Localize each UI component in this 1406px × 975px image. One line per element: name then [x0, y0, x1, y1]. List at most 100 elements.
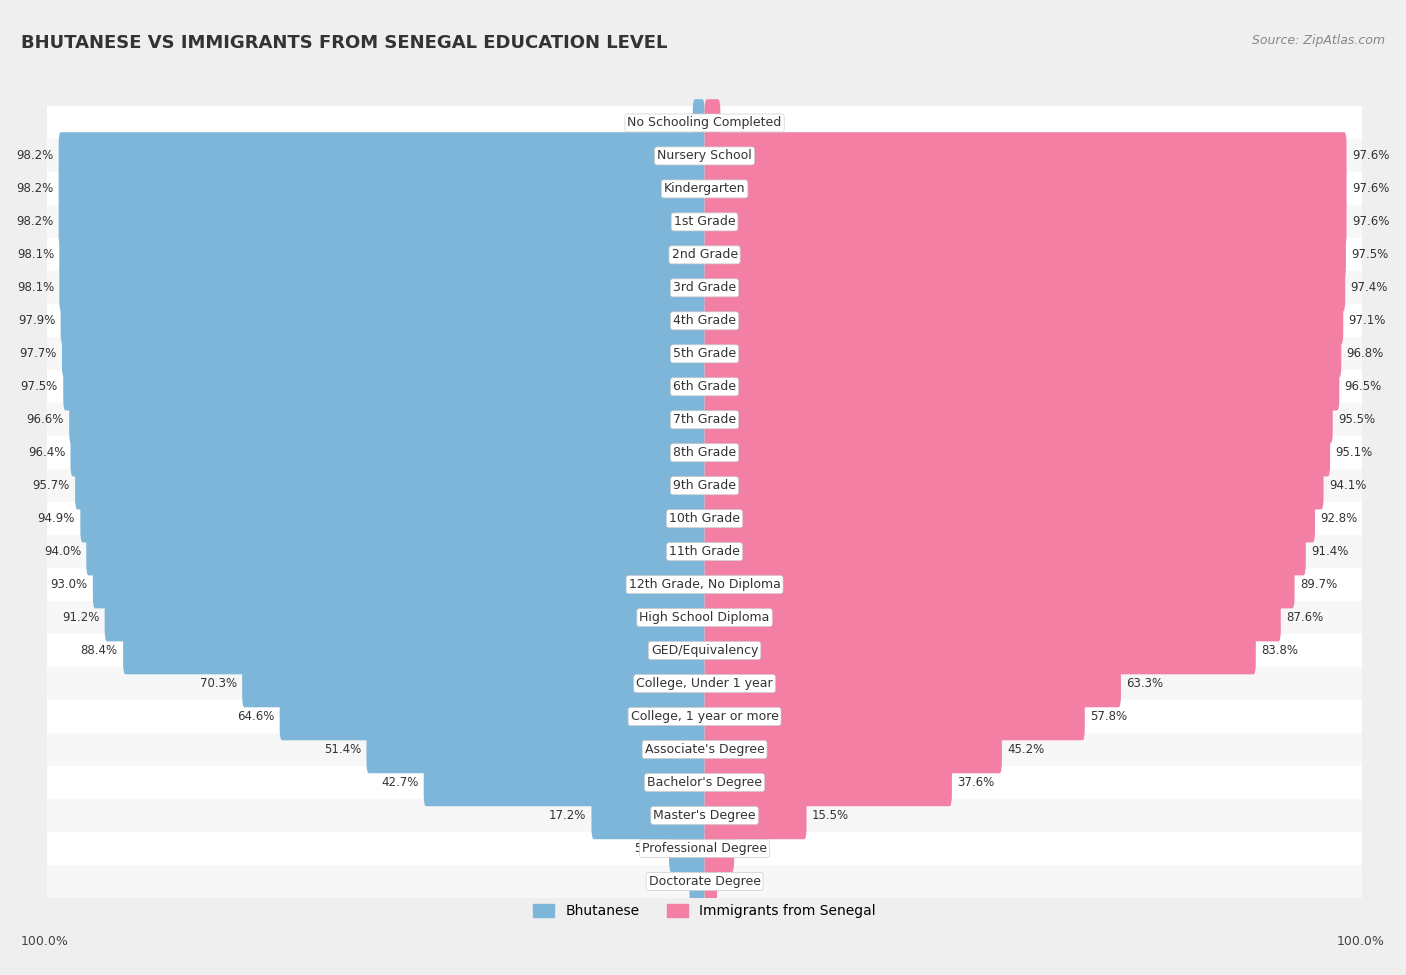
Text: Professional Degree: Professional Degree	[643, 842, 768, 855]
Text: 97.7%: 97.7%	[20, 347, 56, 361]
FancyBboxPatch shape	[704, 297, 1343, 344]
Bar	[46, 370, 1362, 404]
Text: 91.2%: 91.2%	[62, 611, 100, 624]
Text: 5.4%: 5.4%	[634, 842, 664, 855]
Text: 96.8%: 96.8%	[1347, 347, 1384, 361]
Text: 9th Grade: 9th Grade	[673, 479, 737, 492]
Text: 91.4%: 91.4%	[1310, 545, 1348, 558]
FancyBboxPatch shape	[704, 660, 1121, 707]
Text: College, Under 1 year: College, Under 1 year	[637, 677, 773, 690]
Bar	[46, 832, 1362, 865]
Text: BHUTANESE VS IMMIGRANTS FROM SENEGAL EDUCATION LEVEL: BHUTANESE VS IMMIGRANTS FROM SENEGAL EDU…	[21, 34, 668, 52]
FancyBboxPatch shape	[704, 725, 1002, 773]
FancyBboxPatch shape	[93, 561, 704, 608]
Bar	[46, 667, 1362, 700]
Text: 97.5%: 97.5%	[1351, 249, 1388, 261]
Text: No Schooling Completed: No Schooling Completed	[627, 116, 782, 130]
Text: Bachelor's Degree: Bachelor's Degree	[647, 776, 762, 789]
FancyBboxPatch shape	[242, 660, 704, 707]
FancyBboxPatch shape	[704, 396, 1333, 444]
Bar	[46, 799, 1362, 832]
Text: 97.9%: 97.9%	[18, 314, 55, 328]
Text: 45.2%: 45.2%	[1007, 743, 1045, 756]
Text: 11th Grade: 11th Grade	[669, 545, 740, 558]
FancyBboxPatch shape	[704, 264, 1346, 312]
Text: 6th Grade: 6th Grade	[673, 380, 737, 393]
FancyBboxPatch shape	[669, 825, 704, 873]
Text: Nursery School: Nursery School	[657, 149, 752, 163]
FancyBboxPatch shape	[63, 363, 704, 410]
FancyBboxPatch shape	[704, 165, 1347, 213]
FancyBboxPatch shape	[693, 99, 704, 146]
FancyBboxPatch shape	[704, 231, 1346, 279]
Text: 92.8%: 92.8%	[1320, 512, 1358, 526]
Bar	[46, 634, 1362, 667]
Text: 42.7%: 42.7%	[381, 776, 419, 789]
Text: 2.4%: 2.4%	[725, 116, 755, 130]
FancyBboxPatch shape	[104, 594, 704, 642]
Text: 7th Grade: 7th Grade	[673, 413, 737, 426]
FancyBboxPatch shape	[70, 429, 704, 477]
Bar	[46, 469, 1362, 502]
Bar	[46, 502, 1362, 535]
Text: 88.4%: 88.4%	[80, 644, 118, 657]
Bar	[46, 271, 1362, 304]
Text: 15.5%: 15.5%	[811, 809, 849, 822]
Text: 51.4%: 51.4%	[323, 743, 361, 756]
FancyBboxPatch shape	[75, 462, 704, 510]
Text: 98.2%: 98.2%	[15, 215, 53, 228]
FancyBboxPatch shape	[60, 297, 704, 344]
Text: 98.2%: 98.2%	[15, 182, 53, 195]
FancyBboxPatch shape	[704, 561, 1295, 608]
Bar	[46, 535, 1362, 568]
Bar	[46, 139, 1362, 173]
Text: Kindergarten: Kindergarten	[664, 182, 745, 195]
Text: 100.0%: 100.0%	[21, 935, 69, 948]
Text: 94.9%: 94.9%	[38, 512, 75, 526]
FancyBboxPatch shape	[80, 495, 704, 542]
FancyBboxPatch shape	[124, 627, 704, 675]
Bar	[46, 733, 1362, 766]
Bar	[46, 238, 1362, 271]
Bar	[46, 304, 1362, 337]
Text: 63.3%: 63.3%	[1126, 677, 1163, 690]
FancyBboxPatch shape	[704, 462, 1323, 510]
Text: 93.0%: 93.0%	[51, 578, 87, 591]
FancyBboxPatch shape	[704, 331, 1341, 377]
FancyBboxPatch shape	[704, 198, 1347, 246]
Bar	[46, 337, 1362, 370]
Legend: Bhutanese, Immigrants from Senegal: Bhutanese, Immigrants from Senegal	[527, 899, 882, 924]
FancyBboxPatch shape	[59, 264, 704, 312]
Text: Associate's Degree: Associate's Degree	[645, 743, 765, 756]
Text: 94.0%: 94.0%	[44, 545, 82, 558]
Text: 97.1%: 97.1%	[1348, 314, 1386, 328]
Bar	[46, 602, 1362, 634]
FancyBboxPatch shape	[704, 759, 952, 806]
Bar	[46, 865, 1362, 898]
Bar	[46, 766, 1362, 799]
FancyBboxPatch shape	[704, 495, 1315, 542]
FancyBboxPatch shape	[59, 165, 704, 213]
Text: 94.1%: 94.1%	[1329, 479, 1367, 492]
Text: 96.4%: 96.4%	[28, 447, 65, 459]
Text: 4th Grade: 4th Grade	[673, 314, 737, 328]
FancyBboxPatch shape	[704, 429, 1330, 477]
FancyBboxPatch shape	[69, 396, 704, 444]
Text: 1.8%: 1.8%	[658, 116, 688, 130]
Text: 70.3%: 70.3%	[200, 677, 236, 690]
Bar	[46, 206, 1362, 238]
Text: GED/Equivalency: GED/Equivalency	[651, 644, 758, 657]
Bar	[46, 106, 1362, 139]
Text: 4.5%: 4.5%	[740, 842, 769, 855]
Text: 97.5%: 97.5%	[21, 380, 58, 393]
Text: 83.8%: 83.8%	[1261, 644, 1298, 657]
FancyBboxPatch shape	[704, 693, 1085, 740]
Text: 37.6%: 37.6%	[957, 776, 994, 789]
FancyBboxPatch shape	[704, 363, 1340, 410]
FancyBboxPatch shape	[59, 231, 704, 279]
Text: 100.0%: 100.0%	[1337, 935, 1385, 948]
FancyBboxPatch shape	[704, 594, 1281, 642]
FancyBboxPatch shape	[86, 527, 704, 575]
FancyBboxPatch shape	[704, 527, 1306, 575]
FancyBboxPatch shape	[704, 825, 734, 873]
